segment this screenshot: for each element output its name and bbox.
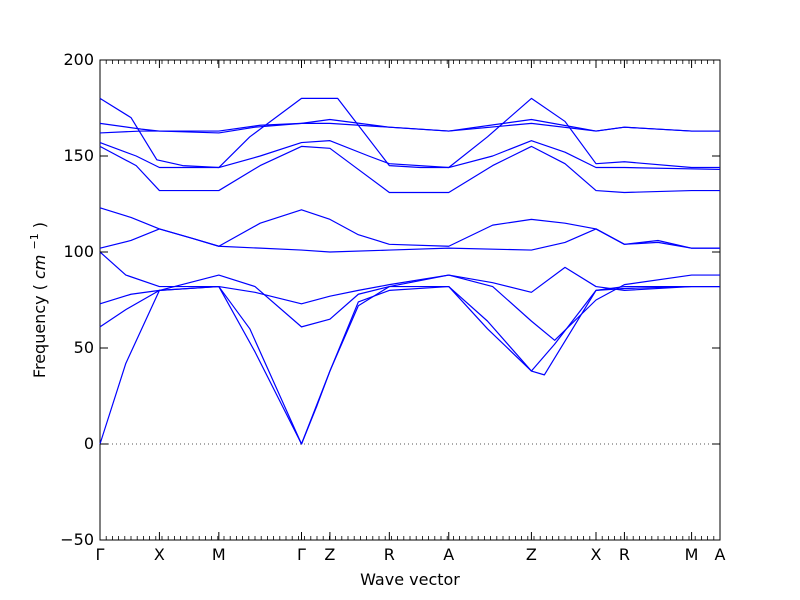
- y-ticks: −50 0 50 100 150 200: [60, 50, 720, 549]
- y-axis-label-close-paren: ): [30, 222, 49, 228]
- y-axis-label-unit: cm: [30, 255, 49, 279]
- series-layer: [99, 97, 721, 445]
- band-line-5: [99, 145, 720, 194]
- y-axis-label-open-paren: (: [30, 284, 49, 290]
- band-line-4: [99, 140, 721, 171]
- x-tick-label: M: [685, 545, 699, 564]
- band-line-1: [99, 97, 720, 169]
- x-tick-label: R: [384, 545, 395, 564]
- x-tick-label: R: [619, 545, 630, 564]
- x-tick-label: M: [212, 545, 226, 564]
- y-tick-label: 150: [63, 146, 94, 165]
- x-tick-label: A: [443, 545, 454, 564]
- x-tick-label: A: [715, 545, 726, 564]
- y-tick-label: −50: [60, 530, 94, 549]
- x-tick-label: Γ: [297, 545, 306, 564]
- band-line-10: [99, 274, 720, 341]
- y-tick-label: 100: [63, 242, 94, 261]
- x-tick-label: Z: [526, 545, 537, 564]
- band-line-7: [99, 228, 720, 253]
- x-tick-label: X: [591, 545, 602, 564]
- x-tick-label: Γ: [96, 545, 105, 564]
- x-axis-label: Wave vector: [360, 570, 460, 589]
- y-axis-label-unit-exponent: −1: [28, 233, 41, 249]
- y-tick-label: 200: [63, 50, 94, 69]
- y-axis-label-text: Frequency: [30, 295, 49, 378]
- x-tick-label: X: [154, 545, 165, 564]
- y-axis-label: Frequency ( cm −1 ): [23, 222, 49, 378]
- y-tick-label: 50: [74, 338, 94, 357]
- x-tick-label: Z: [324, 545, 335, 564]
- band-line-11: [99, 285, 720, 445]
- band-line-3: [99, 122, 720, 134]
- y-tick-label: 0: [84, 434, 94, 453]
